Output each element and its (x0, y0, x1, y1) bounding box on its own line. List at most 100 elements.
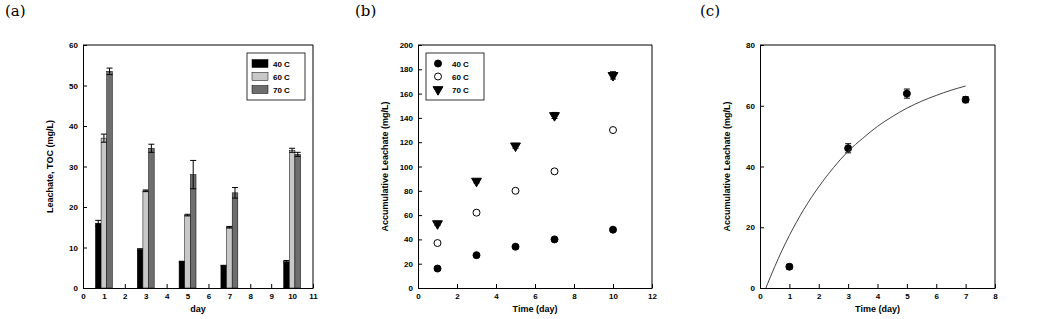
marker (434, 265, 441, 272)
error-bar (226, 226, 232, 228)
tick-label: 40 (404, 235, 413, 244)
tick-label: 20 (69, 203, 78, 212)
tick-mark (167, 284, 168, 288)
tick-label: 180 (400, 65, 414, 74)
bar (95, 223, 101, 288)
tick-mark (848, 284, 849, 288)
tick: 2 (817, 284, 822, 301)
bar (190, 175, 196, 288)
bar (137, 250, 143, 288)
tick: 100 (400, 163, 422, 172)
tick-label: 9 (269, 292, 274, 301)
x-axis: 024681012 (416, 284, 657, 301)
panel: (b)024681012020406080100120140160180200T… (355, 2, 657, 314)
panel-label: (a) (5, 2, 26, 20)
error-bar (221, 265, 227, 267)
tick-label: 20 (746, 223, 755, 232)
tick-label: 100 (400, 163, 414, 172)
tick-mark (83, 207, 87, 208)
x-axis: 012345678 (758, 284, 998, 301)
tick: 40 (69, 122, 87, 131)
bar (143, 191, 149, 288)
tick: 40 (746, 163, 764, 172)
marker (962, 96, 969, 103)
tick-mark (966, 284, 967, 288)
bar (149, 148, 155, 288)
tick-label: 8 (249, 292, 254, 301)
legend-label: 60 C (273, 73, 290, 82)
panel-label: (c) (700, 2, 720, 20)
tick-mark (83, 126, 87, 127)
tick-mark (457, 284, 458, 288)
plot-area (433, 72, 618, 272)
tick: 2 (455, 284, 460, 301)
bar (227, 227, 233, 288)
bar (179, 262, 185, 288)
tick-mark (789, 284, 790, 288)
legend-label: 60 C (452, 73, 469, 82)
legend-label: 70 C (273, 86, 290, 95)
tick: 6 (935, 284, 940, 301)
error-bar (283, 260, 289, 262)
tick: 4 (876, 284, 881, 301)
frame (418, 45, 652, 46)
legend-label: 70 C (452, 86, 469, 95)
frame (760, 45, 995, 46)
legend-swatch (252, 73, 268, 81)
plot-area (766, 86, 969, 288)
x-axis-title: day (190, 304, 206, 314)
legend-label: 40 C (452, 60, 469, 69)
x-axis-title: Time (day) (855, 304, 900, 314)
tick-label: 6 (935, 292, 940, 301)
tick-label: 140 (400, 114, 414, 123)
bar (295, 154, 301, 288)
tick-label: 4 (165, 292, 170, 301)
axis-line (84, 288, 314, 289)
tick-mark (418, 118, 422, 119)
legend-marker (433, 87, 443, 96)
bar (185, 215, 191, 288)
tick-mark (760, 106, 764, 107)
error-bar (107, 68, 113, 74)
error-bar (137, 249, 143, 251)
error-bar (963, 97, 969, 103)
legend-box (426, 53, 484, 100)
tick-label: 6 (533, 292, 538, 301)
y-axis: 0102030405060 (69, 41, 87, 293)
tick-label: 0 (758, 292, 763, 301)
tick-label: 80 (404, 187, 413, 196)
tick-mark (760, 227, 764, 228)
tick: 60 (746, 102, 764, 111)
tick-label: 10 (288, 292, 297, 301)
error-bar (148, 144, 154, 152)
tick: 8 (572, 284, 577, 301)
tick: 160 (400, 90, 422, 99)
bar (101, 138, 107, 288)
panel-label: (b) (355, 2, 376, 20)
tick-mark (907, 284, 908, 288)
marker (512, 187, 519, 194)
tick: 6 (533, 284, 538, 301)
tick: 8 (993, 284, 998, 301)
tick-mark (418, 167, 422, 168)
tick-mark (760, 288, 764, 289)
legend-marker (435, 73, 442, 80)
tick-label: 160 (400, 90, 414, 99)
tick-label: 200 (400, 41, 414, 50)
legend-swatch (252, 60, 268, 68)
tick: 4 (165, 284, 170, 301)
tick-label: 10 (609, 292, 618, 301)
error-bar (904, 89, 910, 98)
tick-label: 5 (905, 292, 910, 301)
tick-mark (83, 248, 87, 249)
fit-line (766, 86, 966, 288)
tick-mark (760, 167, 764, 168)
marker (473, 252, 480, 259)
tick-mark (125, 284, 126, 288)
marker (551, 236, 558, 243)
tick-label: 1 (788, 292, 793, 301)
tick-mark (208, 284, 209, 288)
axis-line (761, 288, 996, 289)
tick: 50 (69, 82, 87, 91)
tick-label: 6 (207, 292, 212, 301)
